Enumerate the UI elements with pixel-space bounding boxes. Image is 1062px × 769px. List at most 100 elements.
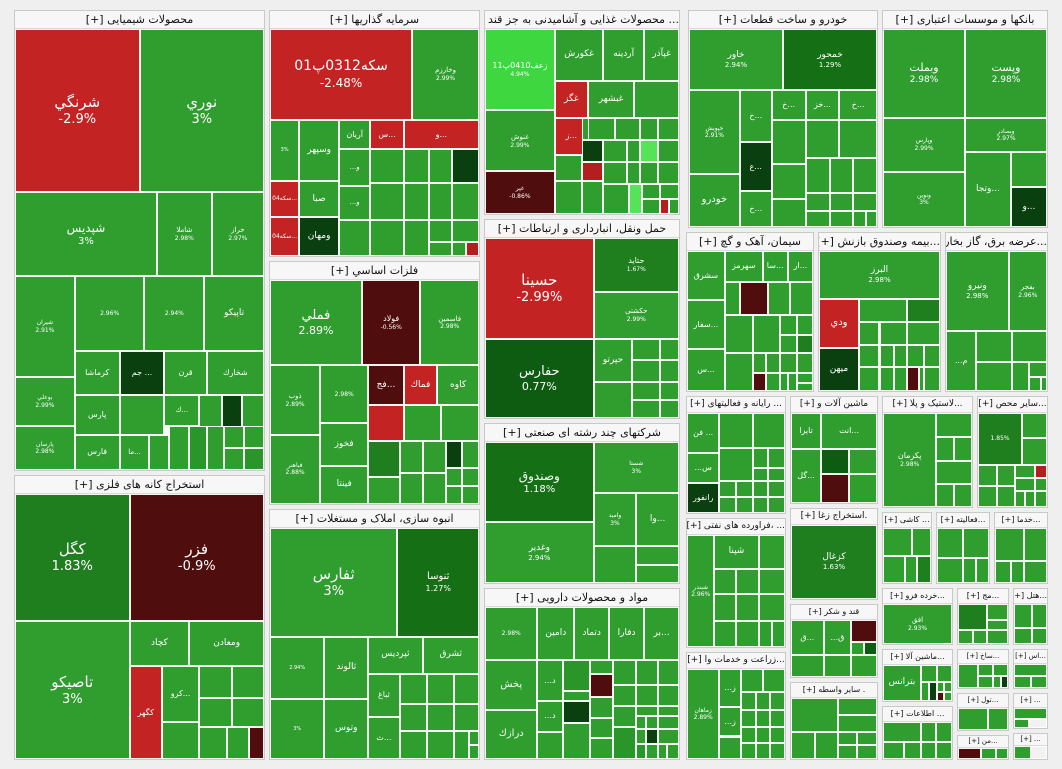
stock-tile[interactable] bbox=[224, 425, 245, 448]
stock-tile-وصندوق[interactable]: وصندوق 1.18% bbox=[485, 442, 594, 523]
stock-tile[interactable] bbox=[805, 120, 840, 158]
stock-tile-...و[interactable]: ...و bbox=[403, 119, 479, 150]
stock-tile[interactable] bbox=[858, 344, 880, 368]
stock-tile[interactable] bbox=[780, 353, 797, 373]
stock-tile-...س[interactable]: ...س bbox=[370, 119, 404, 150]
stock-tile[interactable] bbox=[1023, 561, 1047, 583]
sector-header-multi-industry[interactable]: شرکتهای چند رشته ای صنعتی [+] bbox=[485, 424, 679, 442]
stock-tile[interactable] bbox=[403, 219, 429, 256]
stock-tile[interactable] bbox=[770, 726, 785, 743]
stock-tile[interactable] bbox=[763, 669, 785, 693]
stock-tile-بفجر[interactable]: بفجر 2.96% bbox=[1008, 251, 1047, 331]
stock-tile[interactable] bbox=[1014, 628, 1033, 644]
stock-tile-كرماشا[interactable]: كرماشا bbox=[74, 350, 120, 396]
stock-tile[interactable] bbox=[993, 676, 1001, 688]
stock-tile[interactable] bbox=[368, 477, 400, 504]
stock-tile[interactable] bbox=[1015, 477, 1035, 492]
stock-tile-فخوز[interactable]: فخوز bbox=[320, 423, 369, 466]
stock-tile[interactable] bbox=[770, 692, 785, 711]
stock-tile-...و[interactable]: ...و bbox=[1010, 187, 1047, 227]
sector-header-intermediation[interactable]: . سایر واسطه [+] bbox=[791, 683, 877, 698]
stock-tile[interactable] bbox=[978, 486, 998, 507]
stock-tile[interactable] bbox=[821, 449, 850, 475]
stock-tile[interactable] bbox=[659, 360, 679, 382]
stock-tile[interactable] bbox=[838, 715, 877, 732]
sector-header-food[interactable]: ... محصولات غذایی و آشامیدنی به جز قند [… bbox=[485, 11, 679, 29]
sector-header-power[interactable]: ...عرضه برق، گاز بخار [+] bbox=[946, 233, 1047, 251]
stock-tile-سهرمز[interactable]: سهرمز bbox=[724, 251, 763, 282]
stock-tile-شبندر[interactable]: شبندر 2.96% bbox=[687, 535, 715, 647]
stock-tile-...خز[interactable]: ...خز bbox=[805, 90, 840, 121]
stock-tile[interactable] bbox=[667, 743, 679, 759]
stock-tile-فولاد[interactable]: فولاد -0.56% bbox=[361, 280, 421, 366]
stock-tile[interactable] bbox=[752, 448, 769, 468]
stock-tile-شستا[interactable]: شستا 3% bbox=[593, 442, 679, 493]
stock-tile[interactable] bbox=[453, 673, 479, 704]
sector-header-metal-mining[interactable]: استخراج کانه های فلزی [+] bbox=[15, 476, 264, 494]
stock-tile-رانفور[interactable]: رانفور bbox=[687, 483, 720, 513]
stock-tile[interactable] bbox=[924, 344, 940, 368]
stock-tile[interactable]: 2.94% bbox=[270, 636, 325, 699]
stock-tile[interactable] bbox=[929, 682, 937, 701]
stock-tile-د...[interactable]: د... bbox=[537, 701, 563, 732]
stock-tile-خمحور[interactable]: خمحور 1.29% bbox=[783, 29, 877, 91]
stock-tile[interactable] bbox=[976, 361, 1012, 391]
stock-tile-... جم[interactable]: ... جم bbox=[119, 350, 165, 396]
stock-tile[interactable] bbox=[852, 211, 866, 227]
stock-tile-...سا[interactable]: ...سا bbox=[762, 251, 788, 282]
stock-tile[interactable] bbox=[453, 703, 479, 732]
stock-tile[interactable] bbox=[958, 664, 978, 688]
stock-tile-...س[interactable]: ...س bbox=[687, 349, 725, 391]
stock-tile[interactable] bbox=[632, 338, 660, 361]
stock-tile[interactable] bbox=[445, 441, 463, 469]
stock-tile[interactable] bbox=[767, 281, 791, 316]
stock-tile[interactable] bbox=[636, 660, 658, 685]
stock-tile[interactable] bbox=[451, 149, 479, 184]
stock-tile-...ق[interactable]: ...ق bbox=[791, 620, 824, 656]
stock-tile-...سکه04[interactable]: ...سکه04 bbox=[270, 217, 300, 256]
sector-header-oil-products[interactable]: ... ،فراورده های نفتی [+] bbox=[687, 519, 785, 535]
stock-tile[interactable] bbox=[752, 468, 769, 481]
stock-tile[interactable] bbox=[883, 742, 904, 759]
stock-tile[interactable] bbox=[1034, 477, 1047, 492]
stock-tile-...خ[interactable]: ...خ bbox=[839, 90, 877, 121]
stock-tile[interactable] bbox=[976, 558, 989, 583]
stock-tile[interactable] bbox=[657, 728, 679, 744]
stock-tile[interactable] bbox=[231, 666, 264, 699]
stock-tile[interactable] bbox=[958, 604, 987, 630]
stock-tile[interactable] bbox=[936, 460, 972, 485]
stock-tile-درازك[interactable]: درازك bbox=[485, 710, 538, 759]
stock-tile-ز...[interactable]: ز... bbox=[719, 706, 741, 737]
stock-tile-خودرو[interactable]: خودرو bbox=[689, 173, 740, 227]
stock-tile[interactable] bbox=[1028, 361, 1047, 377]
stock-tile[interactable] bbox=[1024, 491, 1035, 507]
stock-tile[interactable] bbox=[169, 425, 190, 470]
stock-tile-پخش[interactable]: پخش bbox=[485, 660, 538, 711]
stock-tile[interactable] bbox=[838, 698, 877, 716]
stock-tile-زماهان[interactable]: زماهان 2.89% bbox=[687, 669, 720, 759]
stock-tile[interactable] bbox=[805, 157, 830, 194]
stock-tile-ذوب[interactable]: ذوب 2.89% bbox=[270, 365, 321, 435]
stock-tile[interactable] bbox=[830, 157, 853, 194]
stock-tile[interactable] bbox=[614, 117, 641, 140]
stock-tile-بترانس[interactable]: بترانس bbox=[883, 665, 921, 701]
stock-tile[interactable] bbox=[640, 140, 658, 163]
stock-tile[interactable] bbox=[736, 594, 759, 622]
stock-tile[interactable] bbox=[954, 437, 972, 461]
sector-header-chemicals[interactable]: محصولات شیمیایی [+] bbox=[15, 11, 264, 29]
stock-tile-غگز[interactable]: غگز bbox=[554, 80, 588, 118]
stock-tile[interactable] bbox=[1010, 151, 1047, 188]
stock-tile[interactable] bbox=[426, 703, 454, 732]
stock-tile[interactable] bbox=[422, 441, 446, 473]
stock-tile[interactable] bbox=[399, 703, 427, 732]
stock-tile[interactable] bbox=[657, 117, 679, 140]
stock-tile[interactable] bbox=[879, 344, 895, 368]
stock-tile[interactable] bbox=[780, 315, 797, 335]
stock-tile-آردینه[interactable]: آردینه bbox=[603, 29, 645, 81]
stock-tile[interactable] bbox=[399, 673, 427, 704]
stock-tile-بوعلي[interactable]: بوعلي 2.99% bbox=[15, 377, 75, 426]
stock-tile-... فن[interactable]: ... فن bbox=[687, 413, 720, 453]
stock-tile[interactable] bbox=[659, 382, 679, 400]
stock-tile[interactable] bbox=[1014, 708, 1047, 719]
stock-tile[interactable] bbox=[554, 180, 582, 214]
